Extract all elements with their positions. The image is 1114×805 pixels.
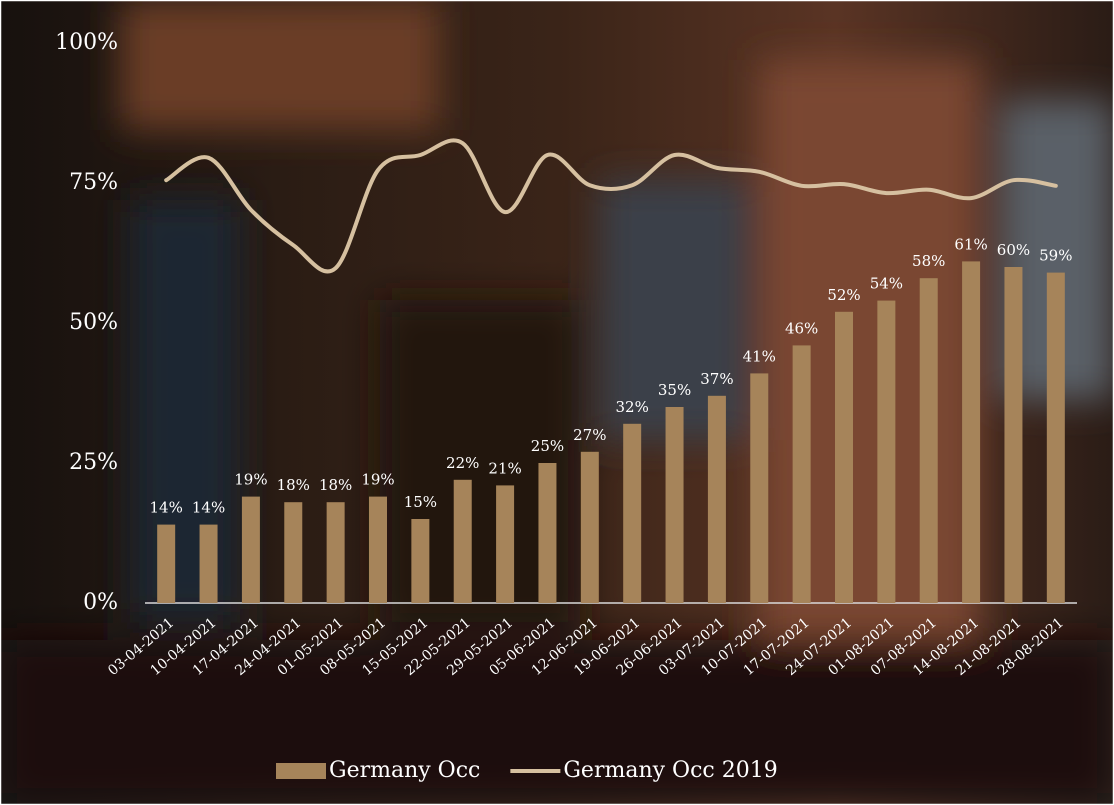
bar: [199, 524, 218, 603]
bar: [496, 485, 515, 603]
bar: [962, 261, 981, 603]
bar: [369, 496, 387, 603]
y-tick-label: 25%: [69, 450, 118, 475]
bar: [580, 451, 599, 603]
value-label: 61%: [954, 235, 987, 253]
value-label: 14%: [150, 499, 183, 517]
bar: [241, 496, 260, 603]
bar: [453, 479, 472, 603]
value-label: 19%: [234, 471, 267, 489]
y-tick-label: 0%: [83, 590, 118, 615]
bar: [1046, 272, 1065, 603]
value-label: 32%: [616, 398, 649, 416]
bar: [707, 395, 726, 603]
value-label: 35%: [658, 381, 691, 399]
value-label: 19%: [361, 471, 394, 489]
bar: [835, 311, 853, 603]
value-label: 58%: [912, 252, 945, 270]
bar: [326, 502, 345, 603]
value-label: 14%: [192, 499, 225, 517]
value-label: 52%: [827, 286, 860, 304]
bar: [750, 373, 769, 603]
value-label: 15%: [404, 493, 437, 511]
value-label: 22%: [446, 454, 479, 472]
legend-label: Germany Occ: [329, 758, 480, 783]
bar: [157, 524, 176, 603]
y-tick-label: 50%: [69, 310, 118, 335]
bar: [919, 278, 938, 603]
value-label: 18%: [319, 476, 352, 494]
bar: [623, 423, 642, 603]
value-label: 46%: [785, 319, 818, 337]
value-label: 21%: [488, 459, 521, 477]
bar: [1004, 267, 1023, 603]
bar: [792, 345, 811, 603]
bar: [411, 519, 430, 603]
value-label: 18%: [277, 476, 310, 494]
bar: [665, 407, 684, 603]
line: [164, 138, 1058, 274]
y-tick-label: 75%: [69, 170, 118, 195]
legend-swatch: [276, 763, 326, 779]
y-tick-label: 100%: [55, 30, 118, 55]
value-label: 60%: [997, 241, 1030, 259]
value-label: 37%: [700, 370, 733, 388]
value-label: 25%: [531, 437, 564, 455]
bar: [538, 463, 557, 603]
bar: [284, 502, 303, 603]
bar: [877, 300, 896, 603]
legend-label: Germany Occ 2019: [563, 758, 777, 783]
value-label: 59%: [1039, 247, 1072, 265]
value-label: 54%: [870, 275, 903, 293]
value-label: 41%: [743, 347, 776, 365]
value-label: 27%: [573, 426, 606, 444]
